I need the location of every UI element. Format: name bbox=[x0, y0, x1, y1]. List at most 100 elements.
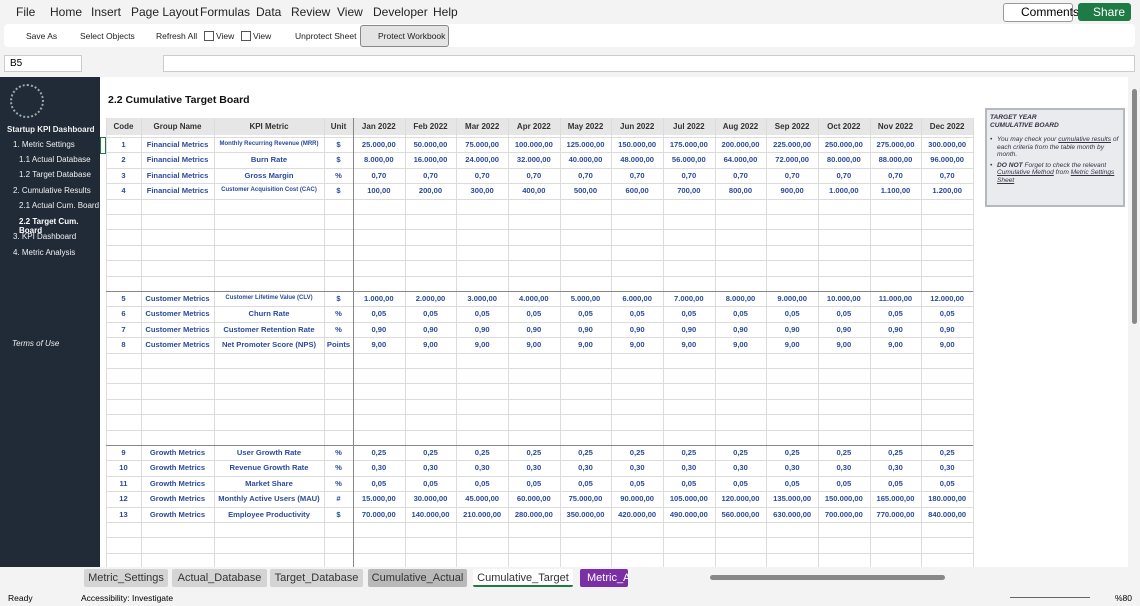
table-cell: % bbox=[335, 463, 342, 473]
nav-item[interactable]: 3. KPI Dashboard bbox=[13, 232, 77, 241]
menu-item[interactable]: Review bbox=[291, 5, 331, 19]
sidebar: Startup KPI Dashboard 1. Metric Settings… bbox=[0, 77, 100, 567]
table-cell: 0,30 bbox=[681, 463, 697, 473]
table-cell: 100,00 bbox=[367, 186, 391, 196]
table-cell: 0,05 bbox=[629, 309, 645, 319]
menu-item[interactable]: Insert bbox=[91, 5, 122, 19]
checkbox[interactable] bbox=[204, 31, 214, 41]
table-cell: 0,70 bbox=[836, 170, 852, 180]
table-cell: 0,30 bbox=[629, 463, 645, 473]
table-cell: 0,05 bbox=[423, 309, 438, 319]
table-cell: 0,05 bbox=[784, 309, 800, 319]
menu-item[interactable]: Page Layout bbox=[131, 5, 199, 19]
sheet-tab[interactable]: Metric_A bbox=[580, 569, 628, 587]
comments-button[interactable]: Comments bbox=[1003, 3, 1079, 22]
note-link[interactable]: cumulative results bbox=[1058, 136, 1111, 143]
row-line bbox=[106, 183, 973, 185]
table-cell: 0,90 bbox=[784, 324, 800, 334]
vertical-scrollbar[interactable] bbox=[1130, 77, 1140, 567]
menu-item[interactable]: View bbox=[337, 5, 363, 19]
sheet-tab[interactable]: Actual_Database bbox=[172, 569, 267, 587]
table-cell: % bbox=[335, 309, 342, 319]
nav-item[interactable]: 4. Metric Analysis bbox=[13, 248, 76, 257]
table-cell: 0,90 bbox=[939, 324, 955, 334]
table-cell: Churn Rate bbox=[248, 309, 290, 319]
column-line bbox=[456, 118, 458, 569]
column-line bbox=[611, 118, 613, 569]
table-cell: 80.000,00 bbox=[826, 155, 861, 165]
terms-link[interactable]: Terms of Use bbox=[12, 339, 60, 348]
name-box[interactable]: B5 bbox=[4, 55, 82, 72]
table-cell: 0,90 bbox=[371, 324, 387, 334]
menu-item[interactable]: Help bbox=[433, 5, 458, 19]
tool-button[interactable]: Select Objects bbox=[80, 31, 135, 41]
tool-button[interactable]: Protect Workbook bbox=[378, 31, 446, 41]
table-cell: 0,30 bbox=[888, 463, 903, 473]
tool-button[interactable]: Refresh All bbox=[156, 31, 198, 41]
sheet-tab[interactable]: Cumulative_Actual bbox=[368, 569, 467, 587]
table-cell: Growth Metrics bbox=[149, 494, 206, 504]
table-cell: Customer Metrics bbox=[145, 340, 210, 350]
menu-item[interactable]: Developer bbox=[373, 5, 428, 19]
table-cell: 0,05 bbox=[836, 309, 852, 319]
nav-item[interactable]: 2. Cumulative Results bbox=[13, 186, 91, 195]
toolbar bbox=[4, 24, 1135, 47]
note-link[interactable]: Metric Settings Sheet bbox=[997, 169, 1115, 184]
row-line bbox=[106, 398, 973, 400]
table-cell: 0,05 bbox=[578, 478, 593, 488]
table-cell: 0,05 bbox=[474, 309, 490, 319]
table-cell: 48.000,00 bbox=[620, 155, 655, 165]
table-cell: 0,30 bbox=[526, 463, 542, 473]
tool-button[interactable]: Save As bbox=[26, 31, 58, 41]
menu-item[interactable]: File bbox=[16, 5, 36, 19]
tool-button[interactable]: Unprotect Sheet bbox=[295, 31, 357, 41]
table-cell: 0,30 bbox=[939, 463, 955, 473]
table-cell: 9,00 bbox=[423, 340, 438, 350]
table-cell: 11 bbox=[119, 478, 128, 488]
sheet-tab-active[interactable]: Cumulative_Target bbox=[473, 569, 573, 587]
table-cell: 420.000,00 bbox=[618, 509, 657, 519]
nav-item[interactable]: 1.1 Actual Database bbox=[19, 155, 91, 164]
nav-item[interactable]: 1. Metric Settings bbox=[13, 140, 75, 149]
table-cell: 5.000,00 bbox=[570, 294, 601, 303]
row-line bbox=[106, 337, 973, 339]
table-cell: Burn Rate bbox=[250, 155, 288, 165]
table-cell: 24.000,00 bbox=[465, 155, 500, 165]
sheet-tab[interactable]: Metric_Settings bbox=[84, 569, 168, 587]
table-cell: 0,30 bbox=[784, 463, 800, 473]
nav-item[interactable]: 2.1 Actual Cum. Board bbox=[19, 201, 100, 210]
selected-tool bbox=[360, 25, 449, 47]
menu-item[interactable]: Data bbox=[256, 5, 282, 19]
table-cell: % bbox=[335, 324, 342, 334]
zoom-slider[interactable] bbox=[1010, 597, 1090, 598]
accessibility-status[interactable]: Accessibility: Investigate bbox=[81, 593, 174, 603]
column-header: Sep 2022 bbox=[766, 118, 818, 135]
tool-button[interactable]: View bbox=[216, 31, 235, 41]
nav-item[interactable]: 1.2 Target Database bbox=[19, 170, 91, 179]
note-link[interactable]: Cumulative Method bbox=[997, 169, 1054, 176]
sheet-tab[interactable]: Target_Database bbox=[270, 569, 363, 587]
table-cell: 400,00 bbox=[522, 186, 546, 196]
column-line bbox=[663, 118, 664, 569]
table-cell: Customer Lifetime Value (CLV) bbox=[225, 295, 313, 301]
table-cell: 30.000,00 bbox=[413, 494, 448, 504]
formula-bar[interactable] bbox=[163, 55, 1135, 72]
nav-item-active[interactable]: 2.2 Target Cum. Board bbox=[19, 217, 79, 235]
row-line bbox=[106, 260, 973, 262]
row-line bbox=[106, 414, 973, 416]
horizontal-scrollbar[interactable] bbox=[710, 575, 945, 580]
tab-label: Metric_A bbox=[587, 572, 628, 584]
table-cell: Growth Metrics bbox=[149, 478, 206, 488]
menu-item[interactable]: Home bbox=[50, 5, 83, 19]
table-cell: 600,00 bbox=[625, 186, 649, 196]
table-cell: 5 bbox=[121, 294, 126, 303]
column-line bbox=[766, 118, 768, 569]
table-cell: 64.000,00 bbox=[723, 155, 758, 165]
menu-item[interactable]: Formulas bbox=[200, 5, 251, 19]
checkbox[interactable] bbox=[241, 31, 251, 41]
tool-button[interactable]: View bbox=[253, 31, 272, 41]
table-cell: Customer Acquisition Cost (CAC) bbox=[221, 187, 317, 194]
share-button[interactable]: Share bbox=[1078, 3, 1131, 21]
table-cell: 0,05 bbox=[474, 478, 490, 488]
table-cell: 210.000,00 bbox=[463, 509, 502, 519]
